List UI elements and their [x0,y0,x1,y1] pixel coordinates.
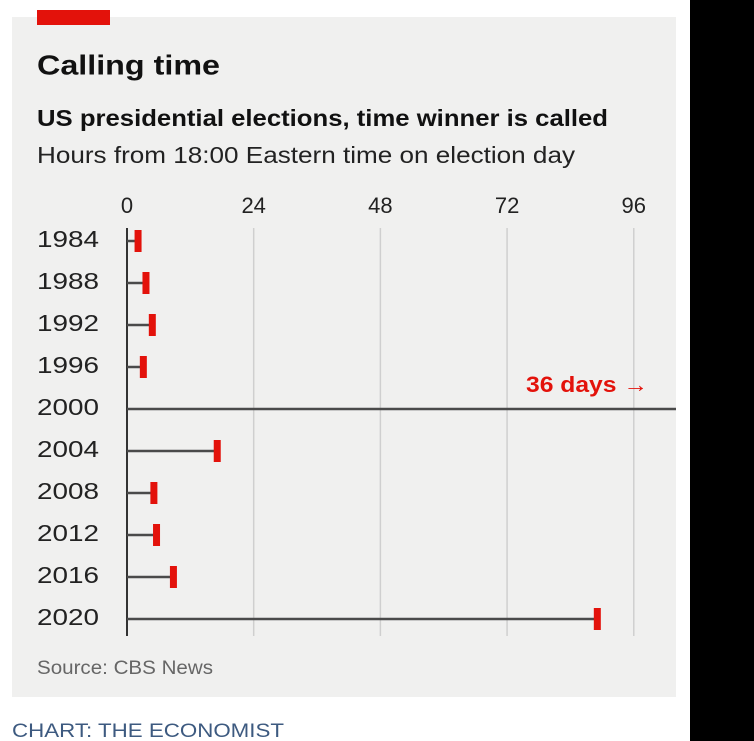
bar-end [148,314,156,336]
black-margin [690,0,754,741]
bar-end [134,230,142,252]
y-tick-label: 2004 [37,436,99,462]
bar-end [153,524,161,546]
axis-label: Hours from 18:00 Eastern time on electio… [37,142,576,168]
panel [12,17,676,697]
bar-end [139,356,147,378]
x-tick-label: 0 [121,193,133,218]
bar-end [593,608,601,630]
y-tick-label: 2008 [37,478,99,504]
annotation: 36 days → [526,372,648,397]
bar-end [169,566,177,588]
y-tick-label: 1996 [37,352,99,378]
bar-end [150,482,158,504]
y-tick-label: 1984 [37,226,99,252]
x-tick-label: 72 [495,193,519,218]
source: Source: CBS News [37,658,213,679]
x-tick-label: 24 [241,193,265,218]
chart-title: Calling time [37,49,220,80]
bar-end [213,440,221,462]
y-tick-label: 2012 [37,520,99,546]
y-tick-label: 2000 [37,394,99,420]
credit: CHART: THE ECONOMIST [12,721,284,741]
y-tick-label: 1992 [37,310,99,336]
y-tick-label: 2016 [37,562,99,588]
chart-subtitle: US presidential elections, time winner i… [37,105,608,131]
x-tick-label: 48 [368,193,392,218]
bars [127,230,676,630]
plot: 0 24 48 72 96 1984 1988 1992 1996 2000 2004 2008 201… [37,193,676,636]
y-tick-label: 1988 [37,268,99,294]
bar-end [142,272,150,294]
x-tick-label: 96 [622,193,646,218]
brand-bar [37,10,110,25]
y-tick-label: 2020 [37,604,99,630]
